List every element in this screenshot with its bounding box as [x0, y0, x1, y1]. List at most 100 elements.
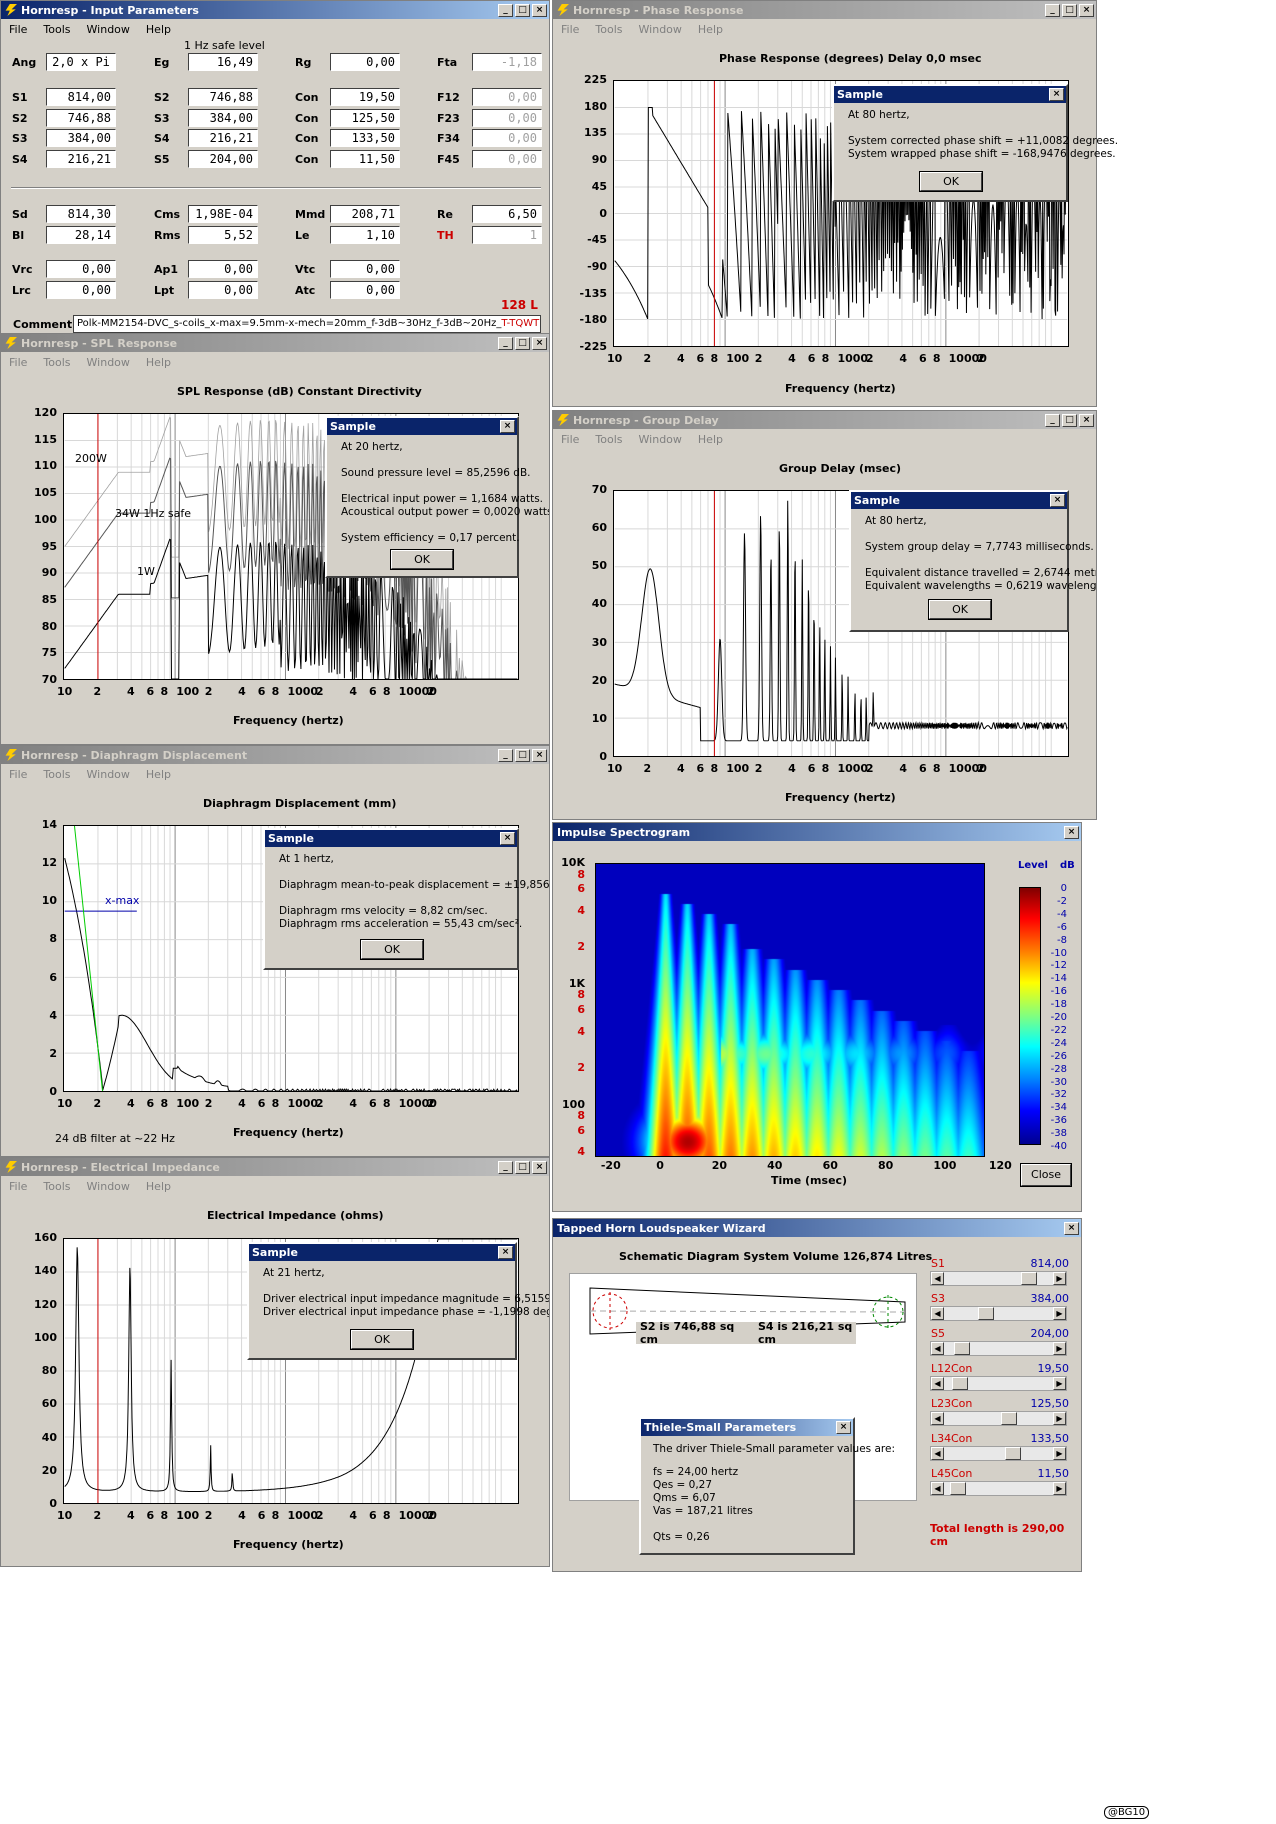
slider-left-arrow-icon[interactable]: ◀	[931, 1447, 944, 1460]
close-button[interactable]: ×	[532, 336, 547, 350]
slider-left-arrow-icon[interactable]: ◀	[931, 1377, 944, 1390]
spl-title-bar[interactable]: Hornresp - SPL Response _ □ ×	[1, 334, 549, 352]
param-field[interactable]: 0,00	[472, 109, 542, 127]
close-button[interactable]: ×	[532, 1160, 547, 1174]
menu-window[interactable]: Window	[86, 767, 130, 781]
slider-right-arrow-icon[interactable]: ▶	[1053, 1447, 1066, 1460]
spectrogram-close-button[interactable]: Close	[1020, 1163, 1072, 1187]
maximize-button[interactable]: □	[515, 1160, 530, 1174]
menu-tools[interactable]: Tools	[595, 22, 623, 36]
slider-thumb[interactable]	[977, 1307, 994, 1320]
slider-thumb[interactable]	[1021, 1272, 1038, 1285]
param-field[interactable]: 0,00	[188, 260, 258, 278]
menu-window[interactable]: Window	[638, 22, 682, 36]
menu-tools[interactable]: Tools	[595, 432, 623, 446]
param-field[interactable]: 19,50	[330, 88, 400, 106]
maximize-button[interactable]: □	[515, 3, 530, 17]
param-field[interactable]: 5,52	[188, 226, 258, 244]
ts-title-bar[interactable]: Thiele-Small Parameters ×	[641, 1419, 853, 1436]
minimize-button[interactable]: _	[1045, 413, 1060, 427]
menu-window[interactable]: Window	[86, 355, 130, 369]
menu-help[interactable]: Help	[145, 767, 171, 781]
param-field[interactable]: 6,50	[472, 205, 542, 223]
slider-left-arrow-icon[interactable]: ◀	[931, 1412, 944, 1425]
dialog-title-bar[interactable]: Sample ×	[327, 418, 517, 435]
param-field[interactable]: 0,00	[46, 281, 116, 299]
param-field[interactable]: 814,30	[46, 205, 116, 223]
param-field[interactable]: 125,50	[330, 109, 400, 127]
slider-right-arrow-icon[interactable]: ▶	[1053, 1272, 1066, 1285]
dialog-close-button[interactable]: ×	[1050, 494, 1065, 507]
menu-file[interactable]: File	[9, 355, 28, 369]
param-field[interactable]: 16,49	[188, 53, 258, 71]
menu-file[interactable]: File	[9, 22, 28, 36]
close-button[interactable]: ×	[1079, 3, 1094, 17]
close-button[interactable]: ×	[532, 3, 547, 17]
slider-5[interactable]: ◀ ▶	[930, 1446, 1067, 1461]
dialog-title-bar[interactable]: Sample ×	[249, 1244, 515, 1261]
param-field[interactable]: 2,0 x Pi	[46, 53, 116, 71]
dialog-close-button[interactable]: ×	[500, 832, 515, 845]
menu-window[interactable]: Window	[638, 432, 682, 446]
param-field[interactable]: 133,50	[330, 129, 400, 147]
slider-left-arrow-icon[interactable]: ◀	[931, 1307, 944, 1320]
param-field[interactable]: 746,88	[188, 88, 258, 106]
slider-thumb[interactable]	[952, 1377, 969, 1390]
dialog-title-bar[interactable]: Sample ×	[265, 830, 517, 847]
dialog-close-button[interactable]: ×	[498, 1246, 513, 1259]
ok-button[interactable]: OK	[360, 939, 424, 960]
slider-left-arrow-icon[interactable]: ◀	[931, 1342, 944, 1355]
param-field[interactable]: 0,00	[330, 260, 400, 278]
wizard-title-bar[interactable]: Tapped Horn Loudspeaker Wizard ×	[553, 1219, 1081, 1237]
menu-file[interactable]: File	[9, 767, 28, 781]
dialog-close-button[interactable]: ×	[500, 420, 515, 433]
dialog-title-bar[interactable]: Sample ×	[834, 86, 1066, 103]
slider-thumb[interactable]	[1000, 1412, 1017, 1425]
param-field[interactable]: 11,50	[330, 150, 400, 168]
param-field[interactable]: 0,00	[330, 53, 400, 71]
ok-button[interactable]: OK	[350, 1329, 414, 1350]
menu-tools[interactable]: Tools	[43, 1179, 71, 1193]
slider-right-arrow-icon[interactable]: ▶	[1053, 1342, 1066, 1355]
param-field[interactable]: 216,21	[46, 150, 116, 168]
param-field[interactable]: 216,21	[188, 129, 258, 147]
slider-thumb[interactable]	[1004, 1447, 1021, 1460]
dialog-close-button[interactable]: ×	[836, 1421, 851, 1434]
slider-0[interactable]: ◀ ▶	[930, 1271, 1067, 1286]
minimize-button[interactable]: _	[498, 336, 513, 350]
slider-left-arrow-icon[interactable]: ◀	[931, 1272, 944, 1285]
input-title-bar[interactable]: Hornresp - Input Parameters _ □ ×	[1, 1, 549, 19]
dialog-close-button[interactable]: ×	[1049, 88, 1064, 101]
menu-window[interactable]: Window	[86, 1179, 130, 1193]
menu-window[interactable]: Window	[86, 22, 130, 36]
slider-left-arrow-icon[interactable]: ◀	[931, 1482, 944, 1495]
dialog-title-bar[interactable]: Sample ×	[851, 492, 1067, 509]
minimize-button[interactable]: _	[498, 748, 513, 762]
param-field[interactable]: 1,98E-04	[188, 205, 258, 223]
param-field[interactable]: 0,00	[46, 260, 116, 278]
param-field[interactable]: 1,10	[330, 226, 400, 244]
phase-title-bar[interactable]: Hornresp - Phase Response _ □ ×	[553, 1, 1096, 19]
group-title-bar[interactable]: Hornresp - Group Delay _ □ ×	[553, 411, 1096, 429]
slider-right-arrow-icon[interactable]: ▶	[1053, 1412, 1066, 1425]
minimize-button[interactable]: _	[498, 3, 513, 17]
param-field[interactable]: 0,00	[188, 281, 258, 299]
slider-3[interactable]: ◀ ▶	[930, 1376, 1067, 1391]
menu-help[interactable]: Help	[145, 22, 171, 36]
menu-help[interactable]: Help	[697, 432, 723, 446]
param-field[interactable]: 384,00	[46, 129, 116, 147]
imp-title-bar[interactable]: Hornresp - Electrical Impedance _ □ ×	[1, 1158, 549, 1176]
slider-right-arrow-icon[interactable]: ▶	[1053, 1482, 1066, 1495]
menu-tools[interactable]: Tools	[43, 355, 71, 369]
slider-thumb[interactable]	[954, 1342, 971, 1355]
param-field[interactable]: 384,00	[188, 109, 258, 127]
comment-field[interactable]: Polk-MM2154-DVC_s-coils_x-max=9.5mm-x-me…	[73, 315, 541, 333]
close-button[interactable]: ×	[532, 748, 547, 762]
param-field[interactable]: 814,00	[46, 88, 116, 106]
menu-tools[interactable]: Tools	[43, 22, 71, 36]
slider-right-arrow-icon[interactable]: ▶	[1053, 1307, 1066, 1320]
param-field[interactable]: 0,00	[472, 150, 542, 168]
param-field[interactable]: 28,14	[46, 226, 116, 244]
ok-button[interactable]: OK	[919, 171, 983, 192]
slider-2[interactable]: ◀ ▶	[930, 1341, 1067, 1356]
